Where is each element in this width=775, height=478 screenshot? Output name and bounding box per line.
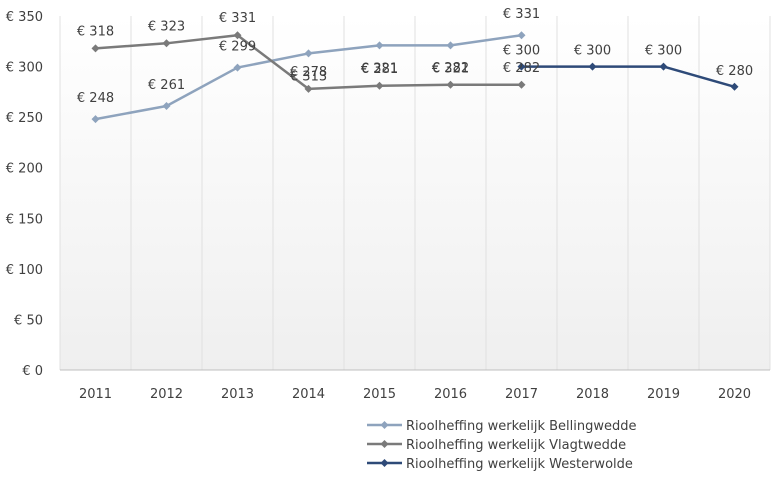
- data-point: [162, 102, 171, 111]
- data-label: € 261: [148, 78, 185, 93]
- data-label: € 318: [77, 24, 114, 39]
- y-tick-label: € 200: [6, 162, 43, 177]
- data-point: [91, 115, 100, 124]
- legend-entry-label: Rioolheffing werkelijk Westerwolde: [406, 457, 633, 472]
- data-point: [517, 80, 526, 89]
- data-point: [730, 82, 739, 91]
- y-tick-label: € 50: [14, 313, 43, 328]
- data-point: [91, 44, 100, 53]
- data-label: € 282: [432, 61, 469, 76]
- x-tick-label: 2013: [221, 387, 254, 402]
- legend-entry-label: Rioolheffing werkelijk Bellingwedde: [406, 419, 637, 434]
- data-label: € 278: [290, 65, 327, 80]
- data-point: [304, 49, 313, 58]
- data-point: [517, 62, 526, 71]
- x-tick-label: 2015: [363, 387, 396, 402]
- legend-swatch-marker: [380, 421, 389, 429]
- data-labels: € 248 € 261 € 299 € 313 € 321 € 321 € 331 € 318…: [77, 7, 753, 106]
- x-tick-label: 2014: [292, 387, 325, 402]
- data-point: [233, 63, 242, 72]
- data-point: [446, 41, 455, 50]
- data-label: € 300: [645, 44, 682, 59]
- y-tick-label: € 250: [6, 111, 43, 126]
- data-point: [659, 62, 668, 71]
- series-line: [521, 65, 735, 89]
- y-tick-label: € 300: [6, 61, 43, 76]
- x-tick-label: 2016: [434, 387, 467, 402]
- y-tick-label: € 100: [6, 263, 43, 278]
- data-label: € 331: [503, 7, 540, 22]
- data-label: € 331: [219, 11, 256, 26]
- x-tick-label: 2020: [718, 387, 751, 402]
- data-label: € 280: [716, 64, 753, 79]
- x-axis: 2011 2012 2013 2014 2015 2016 2017 2018 2019 2020: [79, 387, 751, 402]
- y-tick-label: € 350: [6, 10, 43, 25]
- data-label: € 321: [432, 61, 469, 76]
- x-tick-label: 2018: [576, 387, 609, 402]
- data-label: € 313: [290, 69, 327, 84]
- data-point: [375, 81, 384, 90]
- y-tick-label: € 150: [6, 212, 43, 227]
- legend-entry-label: Rioolheffing werkelijk Vlagtwedde: [406, 438, 626, 453]
- legend-swatch-marker: [380, 440, 389, 448]
- series-lines: [91, 31, 739, 124]
- y-tick-label: € 0: [22, 364, 43, 379]
- x-tick-label: 2019: [647, 387, 680, 402]
- data-label: € 321: [361, 61, 398, 76]
- legend-swatch-marker: [380, 459, 389, 467]
- data-point: [517, 31, 526, 40]
- data-label: € 248: [77, 91, 114, 106]
- data-label: € 299: [219, 40, 256, 55]
- x-tick-label: 2011: [79, 387, 112, 402]
- data-point: [375, 41, 384, 50]
- data-label: € 300: [503, 44, 540, 59]
- data-point: [162, 39, 171, 48]
- data-label: € 323: [148, 19, 185, 34]
- data-label: € 282: [503, 61, 540, 76]
- data-point: [233, 31, 242, 40]
- y-axis: € 0 € 50 € 100 € 150 € 200 € 250 € 300 € 350: [6, 10, 43, 379]
- data-point: [446, 80, 455, 89]
- legend: Rioolheffing werkelijk Bellingwedde Riool…: [367, 419, 637, 472]
- data-label: € 300: [574, 44, 611, 59]
- gridlines: [59, 16, 771, 371]
- data-point: [304, 84, 313, 93]
- data-label: € 281: [361, 62, 398, 77]
- x-tick-label: 2012: [150, 387, 183, 402]
- data-point: [588, 62, 597, 71]
- x-tick-label: 2017: [505, 387, 538, 402]
